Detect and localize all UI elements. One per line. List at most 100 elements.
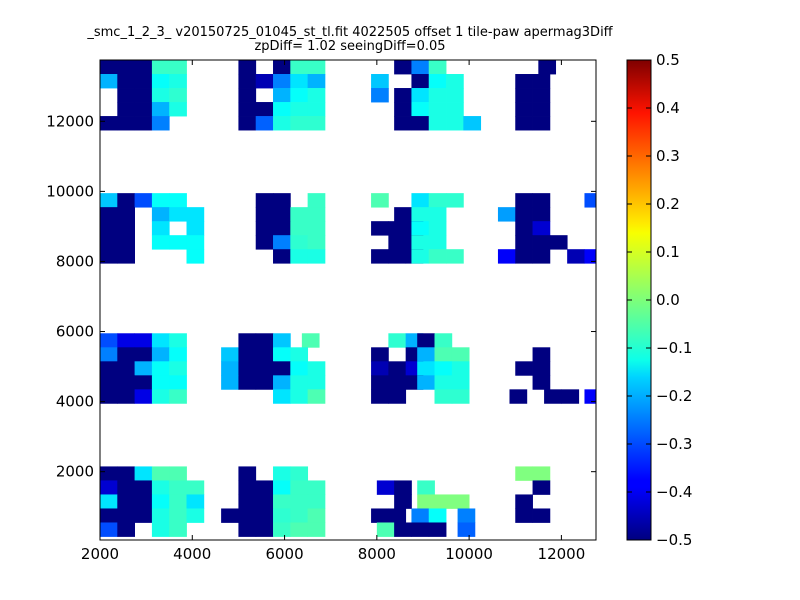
heatmap-cell (561, 389, 580, 404)
heatmap-cell (446, 88, 464, 103)
heatmap-cell (388, 235, 407, 250)
heatmap-cell (169, 389, 187, 404)
heatmap-cell (273, 116, 291, 131)
heatmap-cell (238, 333, 257, 348)
heatmap-cell (451, 375, 470, 390)
heatmap-cell (394, 522, 412, 537)
heatmap-cell (584, 193, 597, 208)
heatmap-cell (117, 375, 135, 390)
heatmap-cell (371, 389, 389, 404)
x-tick-label: 6000 (265, 545, 303, 563)
heatmap-cell (221, 361, 239, 376)
heatmap-cell (532, 207, 551, 222)
heatmap-cell (307, 207, 326, 222)
heatmap-cell (100, 361, 118, 376)
heatmap-cell (169, 361, 187, 376)
colorbar-tick-label: 0.0 (656, 291, 680, 309)
heatmap-cell (151, 508, 170, 523)
colorbar-tick-label: 0.5 (656, 51, 680, 69)
heatmap-cell (169, 508, 187, 523)
heatmap-cell (428, 207, 447, 222)
y-tick-label: 2000 (56, 463, 94, 481)
heatmap-cell (255, 193, 274, 208)
heatmap-cell (388, 361, 407, 376)
heatmap-cell (117, 494, 135, 509)
heatmap-cell (169, 74, 187, 89)
heatmap-cell (273, 249, 291, 264)
heatmap-cell (515, 193, 533, 208)
heatmap-cell (428, 88, 447, 103)
heatmap-cell (151, 389, 170, 404)
heatmap-cell (544, 389, 562, 404)
heatmap-cell (100, 494, 118, 509)
heatmap-cell (238, 466, 257, 481)
heatmap-cell (290, 207, 309, 222)
heatmap-cell (186, 494, 205, 509)
heatmap-cell (411, 249, 430, 264)
colorbar-tick-label: 0.3 (656, 147, 680, 165)
heatmap-cell (434, 361, 453, 376)
heatmap-cell (515, 494, 533, 509)
heatmap-cell (497, 249, 516, 264)
heatmap-cell (388, 221, 407, 236)
chart-title: _smc_1_2_3_ v20150725_01045_st_tl.fit 40… (0, 26, 700, 54)
heatmap-cell (255, 522, 274, 537)
heatmap-cell (169, 102, 187, 117)
colorbar-tick-label: 0.4 (656, 99, 680, 117)
heatmap-cell (515, 221, 533, 236)
plot-background (100, 60, 596, 540)
heatmap-cell (255, 361, 274, 376)
heatmap-cell (532, 88, 551, 103)
heatmap-cell (151, 88, 170, 103)
heatmap-cell (371, 221, 389, 236)
x-tick-label: 4000 (173, 545, 211, 563)
heatmap-cell (186, 221, 205, 236)
heatmap-cell (169, 347, 187, 362)
heatmap-cell (457, 522, 476, 537)
heatmap-cell (532, 508, 551, 523)
chart-title-line-1: _smc_1_2_3_ v20150725_01045_st_tl.fit 40… (87, 25, 613, 40)
colorbar-tick-label: 0.2 (656, 195, 680, 213)
heatmap-cell (255, 235, 274, 250)
colorbar-tick-label: 0.1 (656, 243, 680, 261)
heatmap-cell (417, 333, 435, 348)
heatmap-cell (151, 522, 170, 537)
heatmap-cell (151, 116, 170, 131)
heatmap-cell (567, 249, 585, 264)
heatmap-cells (100, 60, 597, 537)
heatmap-cell (100, 74, 118, 89)
heatmap-cell (394, 494, 412, 509)
heatmap-cell (428, 60, 447, 75)
heatmap-cell (411, 508, 430, 523)
heatmap-cell (451, 494, 470, 509)
heatmap-cell (100, 347, 118, 362)
heatmap-cell (238, 102, 257, 117)
heatmap-cell (307, 494, 326, 509)
heatmap-cell (169, 333, 187, 348)
heatmap-cell (411, 88, 430, 103)
heatmap-cell (446, 116, 464, 131)
heatmap-cell (151, 207, 170, 222)
heatmap-cell (290, 389, 309, 404)
heatmap-cell (151, 333, 170, 348)
heatmap-cell (100, 522, 118, 537)
heatmap-cell (515, 88, 533, 103)
heatmap-cell (117, 102, 135, 117)
heatmap-cell (532, 193, 551, 208)
heatmap-cell (255, 102, 274, 117)
heatmap-cell (290, 102, 309, 117)
heatmap-cell (411, 116, 430, 131)
heatmap-cell (376, 480, 395, 495)
heatmap-cell (515, 102, 533, 117)
heatmap-cell (186, 235, 205, 250)
heatmap-cell (151, 60, 170, 75)
heatmap-cell (169, 494, 187, 509)
heatmap-cell (584, 389, 597, 404)
heatmap-cell (134, 60, 153, 75)
heatmap-cell (134, 508, 153, 523)
heatmap-cell (117, 221, 135, 236)
heatmap-cell (388, 508, 407, 523)
heatmap-cell (290, 375, 309, 390)
heatmap-cell (117, 207, 135, 222)
heatmap-cell (117, 249, 135, 264)
